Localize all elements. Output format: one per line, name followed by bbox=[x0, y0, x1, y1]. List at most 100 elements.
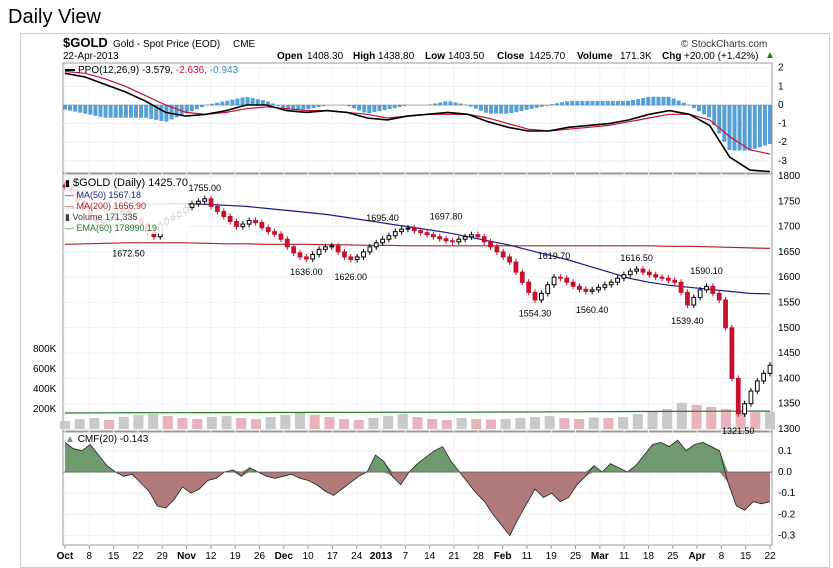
ppo-histogram-bar bbox=[473, 104, 478, 109]
ppo-histogram-bar bbox=[580, 100, 585, 106]
ppo-histogram-bar bbox=[529, 104, 534, 109]
volume-bar bbox=[735, 411, 746, 429]
candle-body bbox=[323, 246, 328, 250]
ppo-histogram-bar bbox=[397, 104, 402, 108]
ppo-histogram-bar bbox=[620, 100, 625, 106]
volume-bar bbox=[206, 417, 217, 429]
chart-symbol: $GOLD bbox=[63, 35, 108, 50]
candle-body bbox=[348, 256, 354, 260]
legend-ma200-text: MA(200) 1656.90 bbox=[76, 201, 147, 211]
ppo-histogram-bar bbox=[174, 104, 179, 118]
cmf-positive-area bbox=[65, 440, 770, 473]
price-annotation-label: 1590.10 bbox=[690, 266, 723, 276]
candle-body bbox=[500, 251, 506, 258]
candle-body bbox=[538, 292, 544, 301]
volume-bar bbox=[89, 418, 100, 429]
candle-body bbox=[373, 242, 379, 248]
close-label: Close bbox=[497, 51, 525, 62]
ppo-legend-v3: -0.943 bbox=[209, 65, 239, 76]
price-annotation-label: 1697.80 bbox=[430, 212, 463, 222]
chg-value: +20.00 (+1.42%) bbox=[684, 51, 759, 62]
volume-bar bbox=[529, 417, 541, 429]
x-axis-label: Feb bbox=[494, 551, 512, 562]
x-axis-label: 28 bbox=[473, 551, 485, 562]
x-axis-label: 21 bbox=[448, 551, 460, 562]
ppo-histogram-bar bbox=[352, 104, 357, 109]
candle-body bbox=[265, 227, 271, 233]
ppo-histogram-bar bbox=[362, 104, 367, 113]
volume-y-tick: 400K bbox=[33, 384, 57, 395]
ppo-histogram-bar bbox=[118, 104, 123, 118]
x-axis-label: 29 bbox=[157, 551, 169, 562]
ppo-histogram-bar bbox=[544, 104, 549, 106]
x-axis-label: Oct bbox=[57, 551, 74, 562]
ppo-histogram-bar bbox=[742, 104, 747, 151]
x-axis-label: Dec bbox=[275, 551, 294, 562]
ppo-histogram-bar bbox=[210, 103, 215, 106]
ppo-histogram-bar bbox=[524, 104, 529, 110]
ppo-histogram-bar bbox=[240, 97, 245, 106]
candle-body bbox=[405, 227, 411, 230]
ppo-histogram-bar bbox=[392, 104, 397, 109]
candle-body bbox=[253, 220, 258, 224]
ma200-line bbox=[64, 242, 771, 249]
candle-body bbox=[716, 292, 722, 301]
price-y-tick: 1700 bbox=[778, 222, 801, 233]
x-axis-label: 26 bbox=[254, 551, 266, 562]
ppo-histogram-bar bbox=[509, 104, 514, 114]
ppo-histogram-bar bbox=[235, 98, 240, 106]
ppo-histogram-bar bbox=[306, 104, 311, 110]
candle-body bbox=[462, 236, 468, 240]
volume-bar bbox=[750, 412, 761, 429]
ppo-histogram-bar bbox=[230, 99, 235, 106]
chart-svg: 1755.00 1672.50 1695.40 1697.80 1636.00 1626.… bbox=[33, 62, 801, 562]
ppo-legend-name: PPO(12,26,9) bbox=[78, 65, 140, 76]
low-label: Low bbox=[425, 51, 445, 62]
price-annotation-label: 1636.00 bbox=[290, 267, 323, 277]
page-title: Daily View bbox=[8, 6, 101, 28]
candle-body bbox=[627, 270, 633, 276]
ppo-histogram-bar bbox=[83, 104, 88, 114]
x-axis-label: 14 bbox=[424, 551, 436, 562]
volume-bar bbox=[309, 415, 320, 429]
volume-bar bbox=[456, 418, 467, 429]
ppo-panel-border bbox=[62, 62, 773, 174]
candle-body bbox=[748, 390, 754, 405]
candle-body bbox=[634, 268, 640, 272]
candle-body bbox=[221, 210, 227, 217]
candle-body bbox=[551, 276, 557, 286]
ppo-legend-swatch bbox=[65, 69, 75, 72]
ppo-histogram-bar bbox=[605, 100, 610, 106]
volume-label: Volume bbox=[577, 51, 613, 62]
ppo-legend-v1: -3.579, bbox=[141, 65, 174, 76]
candle-body bbox=[424, 232, 430, 236]
price-y-tick: 1650 bbox=[778, 247, 801, 258]
candle-body bbox=[443, 238, 449, 242]
ppo-histogram-bar bbox=[73, 104, 78, 112]
ppo-histogram-bar bbox=[590, 100, 595, 106]
ppo-histogram-bar bbox=[494, 104, 499, 114]
volume-panel bbox=[59, 403, 776, 429]
ppo-histogram-bar bbox=[615, 100, 620, 106]
volume-y-tick: 600K bbox=[33, 364, 57, 375]
volume-bar bbox=[485, 419, 496, 429]
candle-body bbox=[507, 256, 512, 263]
volume-bar bbox=[471, 419, 482, 429]
candle-body bbox=[278, 233, 284, 240]
volume-y-tick: 800K bbox=[33, 344, 57, 355]
volume-bar bbox=[515, 418, 526, 429]
volume-bar bbox=[250, 419, 261, 429]
candle-body bbox=[291, 246, 297, 254]
volume-bar bbox=[574, 419, 585, 429]
price-y-tick: 1600 bbox=[778, 272, 801, 283]
candle-body bbox=[589, 289, 595, 292]
ppo-histogram-bar bbox=[93, 104, 98, 116]
candle-body bbox=[469, 234, 474, 238]
volume-bar bbox=[236, 418, 247, 429]
ppo-histogram-bar bbox=[331, 104, 336, 106]
candle-body bbox=[329, 245, 335, 248]
volume-bar bbox=[118, 417, 129, 429]
volume-bar bbox=[104, 420, 115, 429]
candle-body bbox=[710, 285, 716, 294]
legend-volume: ▮ Volume 171,335 bbox=[65, 212, 188, 223]
